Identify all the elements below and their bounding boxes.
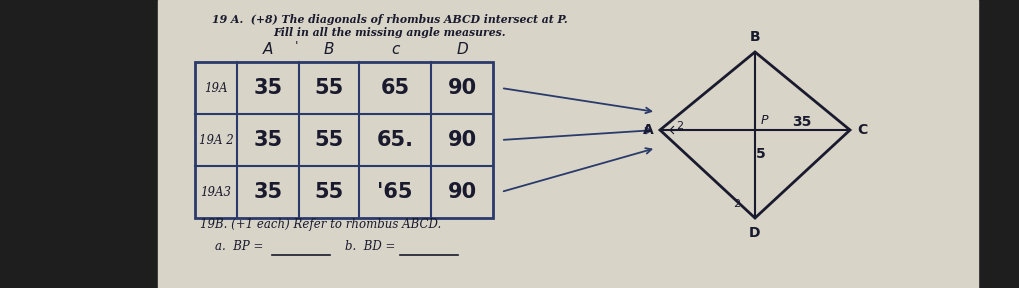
Text: 19 A.  (+8) The diagonals of rhombus ABCD intersect at P.: 19 A. (+8) The diagonals of rhombus ABCD… bbox=[212, 14, 568, 25]
Text: 55: 55 bbox=[315, 130, 343, 150]
Text: 65.: 65. bbox=[376, 130, 414, 150]
Text: 19A3: 19A3 bbox=[201, 185, 231, 198]
Text: 35: 35 bbox=[793, 115, 812, 129]
Text: B: B bbox=[750, 30, 760, 44]
Text: 5: 5 bbox=[756, 147, 766, 161]
Text: c: c bbox=[391, 41, 399, 56]
Bar bbox=[158, 0, 978, 288]
Text: A: A bbox=[643, 123, 654, 137]
Text: D: D bbox=[749, 226, 761, 240]
Text: 90: 90 bbox=[447, 78, 477, 98]
Text: 2: 2 bbox=[734, 199, 741, 209]
Text: 35: 35 bbox=[254, 182, 282, 202]
Bar bbox=[195, 62, 493, 218]
Text: A: A bbox=[263, 41, 273, 56]
Text: Fill in all the missing angle measures.: Fill in all the missing angle measures. bbox=[274, 27, 506, 38]
Text: b.  BD =: b. BD = bbox=[345, 240, 395, 253]
Text: 90: 90 bbox=[447, 130, 477, 150]
Text: 35: 35 bbox=[254, 130, 282, 150]
Text: D: D bbox=[457, 41, 468, 56]
Text: a.  BP =: a. BP = bbox=[215, 240, 263, 253]
Text: 35: 35 bbox=[254, 78, 282, 98]
Text: P: P bbox=[761, 115, 768, 128]
Text: ': ' bbox=[296, 39, 299, 52]
Text: 2: 2 bbox=[677, 121, 684, 131]
Text: B: B bbox=[324, 41, 334, 56]
Text: 19A 2: 19A 2 bbox=[199, 134, 233, 147]
Text: '65: '65 bbox=[377, 182, 413, 202]
Text: 55: 55 bbox=[315, 78, 343, 98]
Text: C: C bbox=[857, 123, 867, 137]
Text: 55: 55 bbox=[315, 182, 343, 202]
Text: 90: 90 bbox=[447, 182, 477, 202]
Text: 65: 65 bbox=[380, 78, 410, 98]
Text: 19A: 19A bbox=[204, 82, 228, 94]
Text: 19B. (+1 each) Refer to rhombus ABCD.: 19B. (+1 each) Refer to rhombus ABCD. bbox=[200, 218, 441, 231]
